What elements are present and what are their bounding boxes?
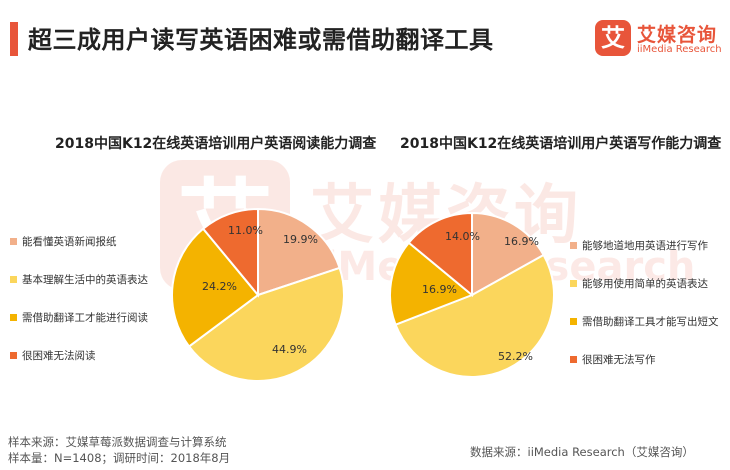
writing-pie-slice-a [471, 211, 545, 297]
footer-sample-source: 样本来源：艾媒草莓派数据调查与计算系统 [8, 435, 227, 449]
reading-legend-label: 基本理解生活中的英语表达 [22, 273, 148, 286]
writing-pie-slice-c [389, 241, 474, 327]
title-accent-bar [10, 22, 18, 56]
reading-legend-label: 很困难无法阅读 [22, 349, 96, 362]
footer-data-source: 数据来源：iiMedia Research（艾媒咨询） [470, 445, 694, 459]
reading-pie-slice-a [257, 207, 341, 297]
logo-english-name: iiMedia Research [637, 44, 722, 55]
reading-pie-slice-c [171, 227, 260, 348]
reading-pie-chart: 19.9% 44.9% 24.2% 11.0% [171, 207, 345, 382]
writing-pie-slice-d [407, 211, 473, 298]
writing-slice-value-label: 16.9% [422, 283, 457, 296]
brand-logo: 艾 艾媒咨询 iiMedia Research [595, 20, 725, 60]
writing-pie-slice-b [394, 253, 555, 378]
writing-legend-label: 很困难无法写作 [582, 353, 656, 366]
reading-chart-title: 2018中国K12在线英语培训用户英语阅读能力调查 [55, 136, 377, 152]
writing-legend-label: 能够用使用简单的英语表达 [582, 277, 708, 290]
reading-legend-swatch [10, 314, 17, 321]
reading-pie-slice-b [187, 266, 345, 382]
writing-pie-chart: 16.9% 52.2% 16.9% 14.0% [389, 211, 555, 378]
reading-slice-value-label: 44.9% [272, 343, 307, 356]
writing-legend-label: 能够地道地用英语进行写作 [582, 239, 708, 252]
reading-legend-swatch [10, 352, 17, 359]
writing-legend-swatch [570, 242, 577, 249]
reading-legend-label: 需借助翻译工才能进行阅读 [22, 311, 148, 324]
footer-sample-size: 样本量：N=1408；调研时间：2018年8月 [8, 451, 231, 465]
writing-legend: 能够地道地用英语进行写作能够用使用简单的英语表达需借助翻译工具才能写出短文很困难… [570, 239, 719, 366]
logo-name: 艾媒咨询 [637, 24, 718, 46]
reading-legend-swatch [10, 276, 17, 283]
writing-slice-value-label: 14.0% [445, 230, 480, 243]
writing-legend-swatch [570, 318, 577, 325]
writing-legend-swatch [570, 280, 577, 287]
reading-legend-label: 能看懂英语新闻报纸 [22, 235, 117, 248]
page-title: 超三成用户读写英语困难或需借助翻译工具 [28, 26, 494, 54]
logo-mark-icon: 艾 [595, 20, 631, 56]
writing-legend-label: 需借助翻译工具才能写出短文 [582, 315, 719, 328]
reading-slice-value-label: 24.2% [202, 280, 237, 293]
writing-chart-title: 2018中国K12在线英语培训用户英语写作能力调查 [400, 136, 722, 152]
writing-legend-swatch [570, 356, 577, 363]
reading-pie-slice-d [201, 207, 259, 298]
writing-slice-value-label: 52.2% [498, 350, 533, 363]
reading-slice-value-label: 19.9% [283, 233, 318, 246]
writing-slice-value-label: 16.9% [504, 235, 539, 248]
reading-legend-swatch [10, 238, 17, 245]
reading-slice-value-label: 11.0% [228, 224, 263, 237]
